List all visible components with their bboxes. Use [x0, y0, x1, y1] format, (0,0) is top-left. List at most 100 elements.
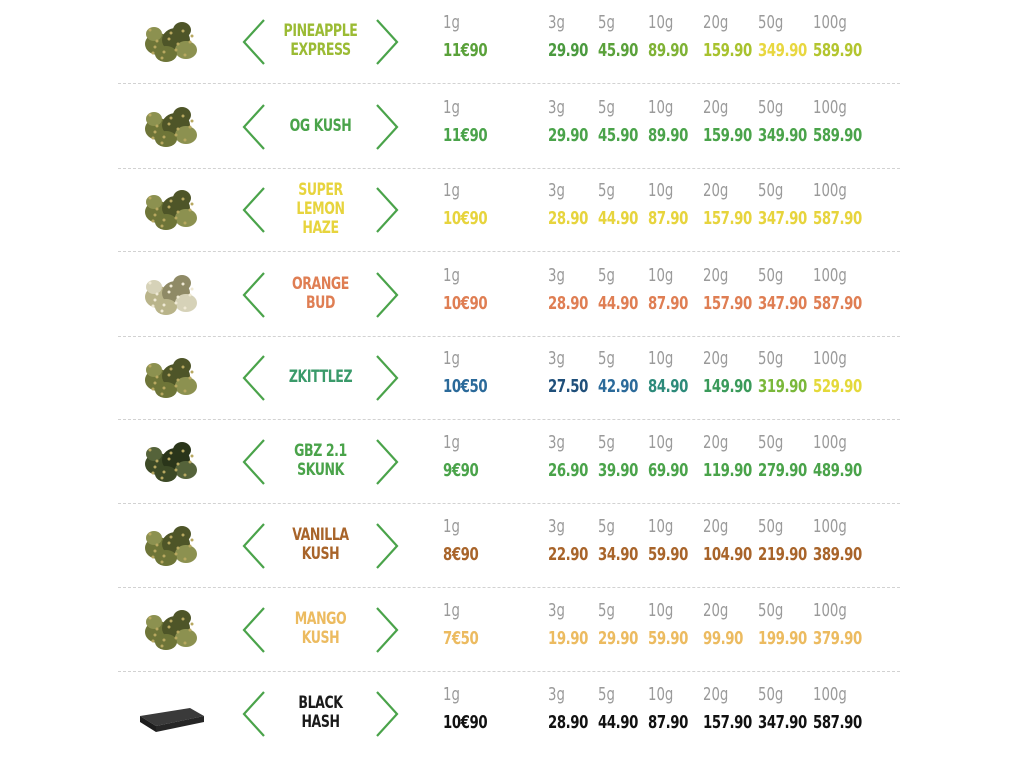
product-name-line: VANILLA — [292, 525, 349, 545]
price-value: 29.90 — [548, 40, 588, 61]
price-value: 157.90 — [703, 293, 752, 314]
weight-label: 1g — [443, 516, 460, 537]
price-value: 87.90 — [648, 208, 688, 229]
chevron-right-icon[interactable] — [373, 690, 401, 738]
weight-label: 50g — [758, 600, 784, 621]
price-value: 39.90 — [598, 460, 638, 481]
price-cell: 50g 279.90 — [758, 432, 818, 482]
weight-label: 1g — [443, 265, 460, 286]
price-cell: 10g 84.90 — [648, 348, 708, 398]
bud-image — [136, 350, 208, 406]
price-value: 84.90 — [648, 376, 688, 397]
price-cell: 3g 28.90 — [548, 180, 608, 230]
weight-label: 50g — [758, 432, 784, 453]
weight-label: 5g — [598, 516, 615, 537]
chevron-left-icon[interactable] — [240, 354, 268, 402]
price-cell: 10g 87.90 — [648, 265, 708, 315]
weight-label: 10g — [648, 12, 674, 33]
weight-label: 1g — [443, 97, 460, 118]
price-cell: 50g 347.90 — [758, 180, 818, 230]
price-cell: 1g 10€90 — [443, 265, 503, 315]
chevron-left-icon[interactable] — [240, 690, 268, 738]
product-name-line: KUSH — [301, 544, 340, 564]
chevron-right-icon[interactable] — [373, 18, 401, 66]
weight-label: 20g — [703, 516, 729, 537]
weight-label: 3g — [548, 600, 565, 621]
row-divider — [118, 83, 900, 84]
price-value: 159.90 — [703, 125, 752, 146]
product-name: OG KUSH — [277, 101, 363, 151]
price-cell: 1g 7€50 — [443, 600, 503, 650]
price-cell: 10g 87.90 — [648, 180, 708, 230]
price-value: 8€90 — [443, 544, 479, 565]
weight-label: 50g — [758, 180, 784, 201]
product-name-line: KUSH — [301, 628, 340, 648]
price-value: 347.90 — [758, 712, 807, 733]
weight-label: 100g — [813, 12, 847, 33]
chevron-left-icon[interactable] — [240, 522, 268, 570]
chevron-left-icon[interactable] — [240, 606, 268, 654]
price-cell: 1g 9€90 — [443, 432, 503, 482]
price-cell: 1g 11€90 — [443, 97, 503, 147]
weight-label: 10g — [648, 684, 674, 705]
price-value: 199.90 — [758, 628, 807, 649]
price-cell: 100g 587.90 — [813, 265, 873, 315]
price-value: 29.90 — [598, 628, 638, 649]
chevron-left-icon[interactable] — [240, 103, 268, 151]
chevron-right-icon[interactable] — [373, 522, 401, 570]
chevron-left-icon[interactable] — [240, 18, 268, 66]
price-cell: 20g 99.90 — [703, 600, 763, 650]
bud-image — [136, 182, 208, 238]
price-value: 7€50 — [443, 628, 479, 649]
price-cell: 5g 39.90 — [598, 432, 658, 482]
chevron-right-icon[interactable] — [373, 606, 401, 654]
chevron-right-icon[interactable] — [373, 186, 401, 234]
chevron-right-icon[interactable] — [373, 354, 401, 402]
price-cell: 100g 379.90 — [813, 600, 873, 650]
price-value: 529.90 — [813, 376, 862, 397]
price-cell: 10g 89.90 — [648, 12, 708, 62]
price-cell: 3g 27.50 — [548, 348, 608, 398]
weight-label: 5g — [598, 432, 615, 453]
weight-label: 5g — [598, 97, 615, 118]
bud-image — [136, 99, 208, 155]
price-cell: 3g 28.90 — [548, 684, 608, 734]
price-cell: 100g 587.90 — [813, 180, 873, 230]
price-value: 9€90 — [443, 460, 479, 481]
price-value: 29.90 — [548, 125, 588, 146]
price-cell: 20g 159.90 — [703, 12, 763, 62]
weight-label: 3g — [548, 180, 565, 201]
price-cell: 5g 34.90 — [598, 516, 658, 566]
weight-label: 20g — [703, 684, 729, 705]
chevron-right-icon[interactable] — [373, 103, 401, 151]
price-value: 28.90 — [548, 712, 588, 733]
price-cell: 20g 157.90 — [703, 684, 763, 734]
price-value: 27.50 — [548, 376, 588, 397]
product-name: VANILLA KUSH — [277, 520, 363, 570]
price-value: 22.90 — [548, 544, 588, 565]
chevron-left-icon[interactable] — [240, 438, 268, 486]
price-cell: 10g 89.90 — [648, 97, 708, 147]
product-name: BLACK HASH — [277, 688, 363, 738]
product-name-line: GBZ 2.1 — [294, 441, 347, 461]
price-value: 99.90 — [703, 628, 743, 649]
product-name-line: HASH — [301, 712, 340, 732]
product-name-line: BUD — [306, 293, 335, 313]
price-cell: 20g 104.90 — [703, 516, 763, 566]
row-divider — [118, 419, 900, 420]
chevron-left-icon[interactable] — [240, 186, 268, 234]
price-value: 589.90 — [813, 125, 862, 146]
chevron-right-icon[interactable] — [373, 271, 401, 319]
bud-image — [136, 434, 208, 490]
chevron-left-icon[interactable] — [240, 271, 268, 319]
product-name-line: EXPRESS — [290, 40, 351, 60]
price-cell: 20g 149.90 — [703, 348, 763, 398]
price-value: 157.90 — [703, 712, 752, 733]
weight-label: 1g — [443, 432, 460, 453]
chevron-right-icon[interactable] — [373, 438, 401, 486]
price-cell: 3g 29.90 — [548, 97, 608, 147]
weight-label: 20g — [703, 265, 729, 286]
price-value: 587.90 — [813, 293, 862, 314]
price-value: 89.90 — [648, 40, 688, 61]
row-divider — [118, 168, 900, 169]
